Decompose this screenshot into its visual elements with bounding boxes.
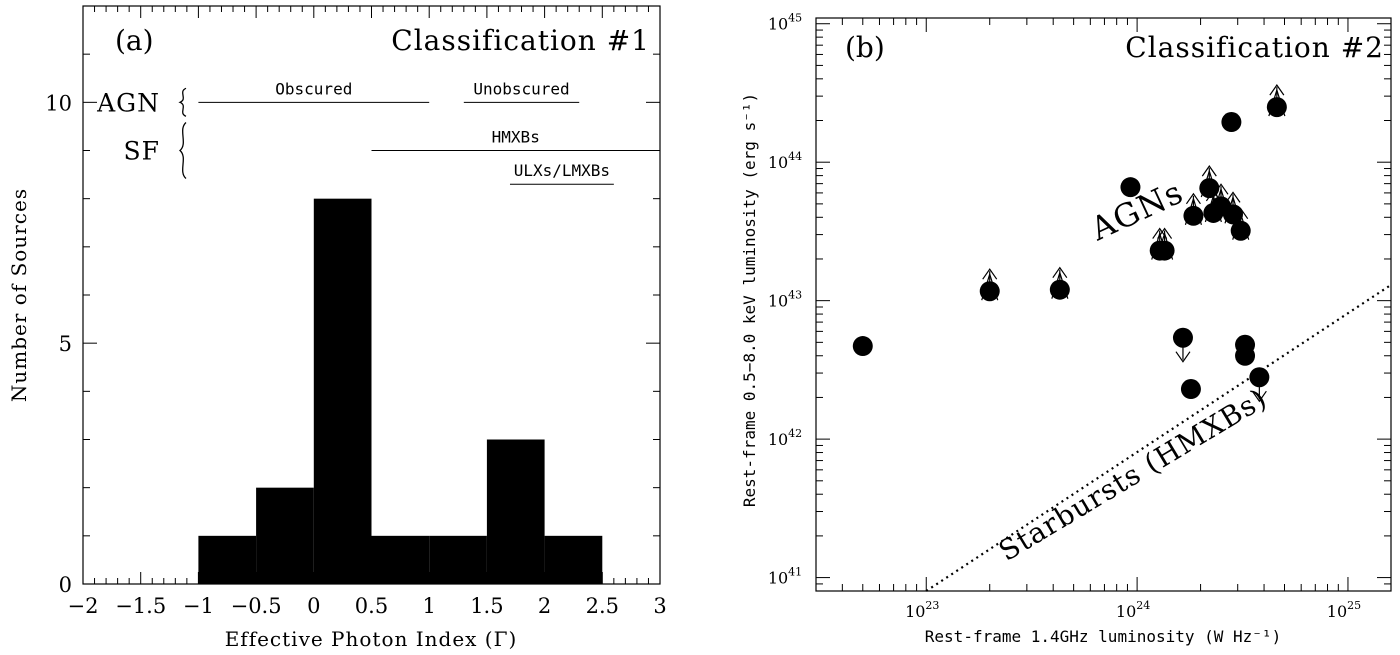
data-point (1249, 367, 1270, 403)
chart-title: Classification #1 (391, 24, 650, 57)
data-point (1223, 191, 1244, 225)
y-tick-label: 0 (59, 573, 72, 597)
panel-label: (b) (845, 31, 885, 64)
axis-ticks (815, 18, 1391, 592)
histogram-bar (544, 535, 603, 584)
x-tick-label: 1 (423, 594, 436, 618)
data-point (1183, 192, 1204, 226)
x-tick-label: −1 (183, 594, 214, 618)
data-point (1199, 165, 1220, 199)
range-label: Obscured (275, 79, 352, 98)
range-label: Unobscured (473, 79, 569, 98)
histogram-bar (429, 535, 487, 584)
histogram-bar (198, 535, 257, 584)
x-tick-label: −2 (68, 594, 99, 618)
x-tick-label: 3 (653, 594, 666, 618)
y-tick-label: 1043 (768, 289, 802, 311)
x-tick-label: 1.5 (470, 594, 503, 618)
group-label: SF (124, 137, 160, 166)
data-point (1266, 84, 1287, 118)
relation-line (925, 283, 1392, 592)
panel-label: (a) (115, 24, 154, 57)
histogram-bar (313, 198, 372, 584)
y-tick-label: 1044 (768, 150, 802, 172)
data-point (1049, 266, 1070, 300)
data-point (979, 268, 1000, 302)
x-tick-label: 2.5 (586, 594, 619, 618)
data-point (1221, 112, 1242, 133)
histogram-bar (486, 439, 545, 584)
x-tick-label: 1025 (1327, 599, 1361, 621)
x-tick-label: 2 (538, 594, 551, 618)
group-label: AGN (96, 88, 160, 117)
x-tick-label: 0.5 (355, 594, 388, 618)
histogram-panel: −2 −1.5 −1 −0.5 0 0.5 1 1.5 2 2.5 3 0 5 10 (a) Classi… (7, 5, 667, 651)
x-tick-label: −0.5 (231, 594, 282, 618)
histogram-bar (256, 487, 314, 584)
y-tick-label: 1042 (768, 427, 802, 449)
data-point (1235, 345, 1256, 366)
y-tick-label: 1041 (768, 566, 802, 588)
data-point (1180, 379, 1201, 400)
y-axis-label: Rest-frame 0.5−8.0 keV luminosity (erg s… (740, 93, 759, 507)
x-tick-label: 1023 (905, 599, 939, 621)
starburst-relation (925, 283, 1392, 592)
tick-labels: 1023 1024 1025 1041 1042 1043 1044 1045 (768, 12, 1361, 621)
y-tick-label: 10 (45, 91, 72, 115)
annotation-label: Starbursts (HMXBs) (993, 382, 1273, 568)
x-axis-label: Effective Photon Index (Γ) (225, 627, 518, 651)
class-groups: AGN SF (96, 87, 187, 179)
x-tick-label: −1.5 (115, 594, 166, 618)
range-label: ULXs/LMXBs (514, 161, 610, 180)
range-label: HMXBs (492, 128, 540, 147)
brace-icon (179, 122, 187, 179)
plot-frame (815, 17, 1392, 592)
y-axis-label: Number of Sources (7, 188, 31, 402)
histogram-bars (198, 198, 603, 584)
data-point (1172, 327, 1193, 363)
index-ranges: Obscured Unobscured HMXBs ULXs/LMXBs (198, 79, 660, 185)
data-point (1120, 177, 1141, 198)
y-tick-label: 5 (59, 332, 72, 356)
x-axis-label: Rest-frame 1.4GHz luminosity (W Hz⁻¹) (925, 627, 1281, 646)
tick-labels: −2 −1.5 −1 −0.5 0 0.5 1 1.5 2 2.5 3 0 5 10 (45, 91, 666, 618)
data-points (852, 84, 1287, 403)
brace-icon (178, 87, 187, 117)
chart-title: Classification #2 (1125, 31, 1384, 64)
x-tick-label: 1024 (1116, 599, 1150, 621)
x-tick-label: 0 (307, 594, 320, 618)
data-point (852, 336, 873, 357)
data-point (1230, 207, 1251, 241)
data-point (1154, 227, 1175, 261)
y-tick-label: 1045 (768, 12, 802, 34)
histogram-bar (371, 535, 430, 584)
